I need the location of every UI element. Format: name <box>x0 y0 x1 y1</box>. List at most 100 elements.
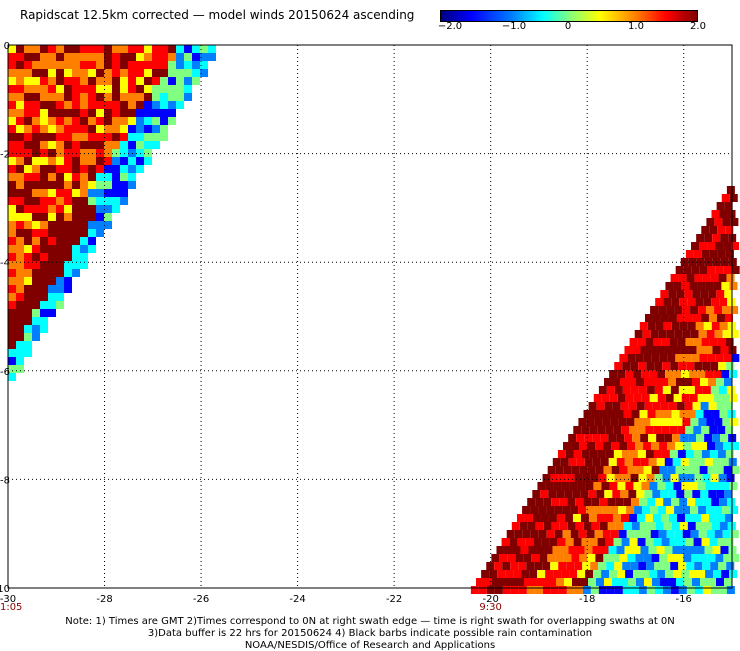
swath-cell <box>550 586 559 594</box>
swath-cell <box>16 181 24 189</box>
swath-cell <box>152 125 160 133</box>
swath-cell <box>713 282 722 290</box>
swath-cell <box>104 221 112 229</box>
swath-cell <box>676 514 685 522</box>
swath-cell <box>32 77 40 85</box>
swath-cell <box>624 346 633 354</box>
swath-cell <box>586 418 595 426</box>
swath-cell <box>703 410 712 418</box>
swath-cell <box>701 226 710 234</box>
swath-cell <box>706 530 715 538</box>
swath-cell <box>581 426 590 434</box>
swath-cell <box>660 290 669 298</box>
swath-cell <box>587 554 596 562</box>
swath-cell <box>48 141 56 149</box>
swath-cell <box>690 506 699 514</box>
swath-cell <box>644 314 653 322</box>
swath-cell <box>636 378 644 386</box>
swath-cell <box>72 109 80 117</box>
swath-cell <box>64 93 72 101</box>
swath-cell <box>610 506 619 514</box>
swath-cell <box>520 546 529 554</box>
swath-cell <box>697 282 706 290</box>
swath-cell <box>586 506 595 514</box>
swath-cell <box>630 586 639 594</box>
swath-cell <box>16 157 24 165</box>
swath-cell <box>698 506 707 514</box>
swath-cell <box>32 197 40 205</box>
swath-cell <box>40 317 48 325</box>
swath-cell <box>589 538 598 546</box>
swath-cell <box>56 69 64 77</box>
swath-cell <box>152 53 160 61</box>
swath-cell <box>32 45 40 53</box>
swath-cell <box>72 53 80 61</box>
swath-cell <box>662 362 671 370</box>
swath-cell <box>641 394 650 402</box>
swath-cell <box>72 61 80 69</box>
swath-cell <box>24 253 32 261</box>
swath-cell <box>16 285 24 293</box>
swath-cell <box>24 109 32 117</box>
swath-cell <box>663 410 672 418</box>
swath-cell <box>657 482 666 490</box>
swath-cell <box>725 426 734 434</box>
swath-cell <box>650 330 659 338</box>
swath-cell <box>692 490 701 498</box>
swath-cell <box>128 69 136 77</box>
swath-cell <box>144 125 152 133</box>
swath-cell <box>718 474 727 482</box>
swath-cell <box>714 530 723 538</box>
swath-cell <box>24 189 32 197</box>
swath-cell <box>576 546 585 554</box>
swath-cell <box>533 538 542 546</box>
swath-cell <box>64 237 72 245</box>
swath-cell <box>88 245 96 253</box>
swath-cell <box>718 562 727 570</box>
swath-cell <box>88 77 96 85</box>
swath-cell <box>698 418 707 426</box>
swath-cell <box>56 229 64 237</box>
swath-cell <box>144 109 152 117</box>
swath-cell <box>104 189 112 197</box>
swath-cell <box>708 402 717 410</box>
y-tick-label: -4 <box>0 258 10 269</box>
swath-cell <box>649 482 658 490</box>
swath-cell <box>645 538 654 546</box>
swath-cell <box>582 474 591 482</box>
swath-cell <box>32 189 40 197</box>
swath-cell <box>708 378 716 386</box>
swath-cell <box>24 341 32 349</box>
swath-cell <box>590 586 599 594</box>
swath-cell <box>651 466 660 474</box>
swath-cell <box>684 578 692 586</box>
swath-cell <box>684 378 692 386</box>
swath-cell <box>668 578 676 586</box>
swath-cell <box>638 386 647 394</box>
swath-cell <box>593 394 602 402</box>
swath-cell <box>654 474 663 482</box>
swath-cell <box>8 253 16 261</box>
swath-cell <box>693 426 702 434</box>
swath-cell <box>136 125 144 133</box>
swath-cell <box>632 458 641 466</box>
swath-cell <box>589 450 598 458</box>
swath-cell <box>32 125 40 133</box>
swath-cell <box>80 165 88 173</box>
swath-cell <box>32 109 40 117</box>
swath-cell <box>575 498 584 506</box>
swath-cell <box>548 514 557 522</box>
swath-cell <box>628 402 637 410</box>
swath-cell <box>673 370 682 378</box>
swath-cell <box>670 586 679 594</box>
swath-cell <box>688 458 697 466</box>
swath-cell <box>542 586 551 594</box>
swath-cell <box>670 562 679 570</box>
swath-cell <box>640 546 649 554</box>
swath-cell <box>725 250 734 258</box>
swath-cell <box>558 562 567 570</box>
swath-cell <box>591 498 600 506</box>
swath-cell <box>673 570 682 578</box>
swath-cell <box>64 277 72 285</box>
swath-cell <box>706 306 715 314</box>
